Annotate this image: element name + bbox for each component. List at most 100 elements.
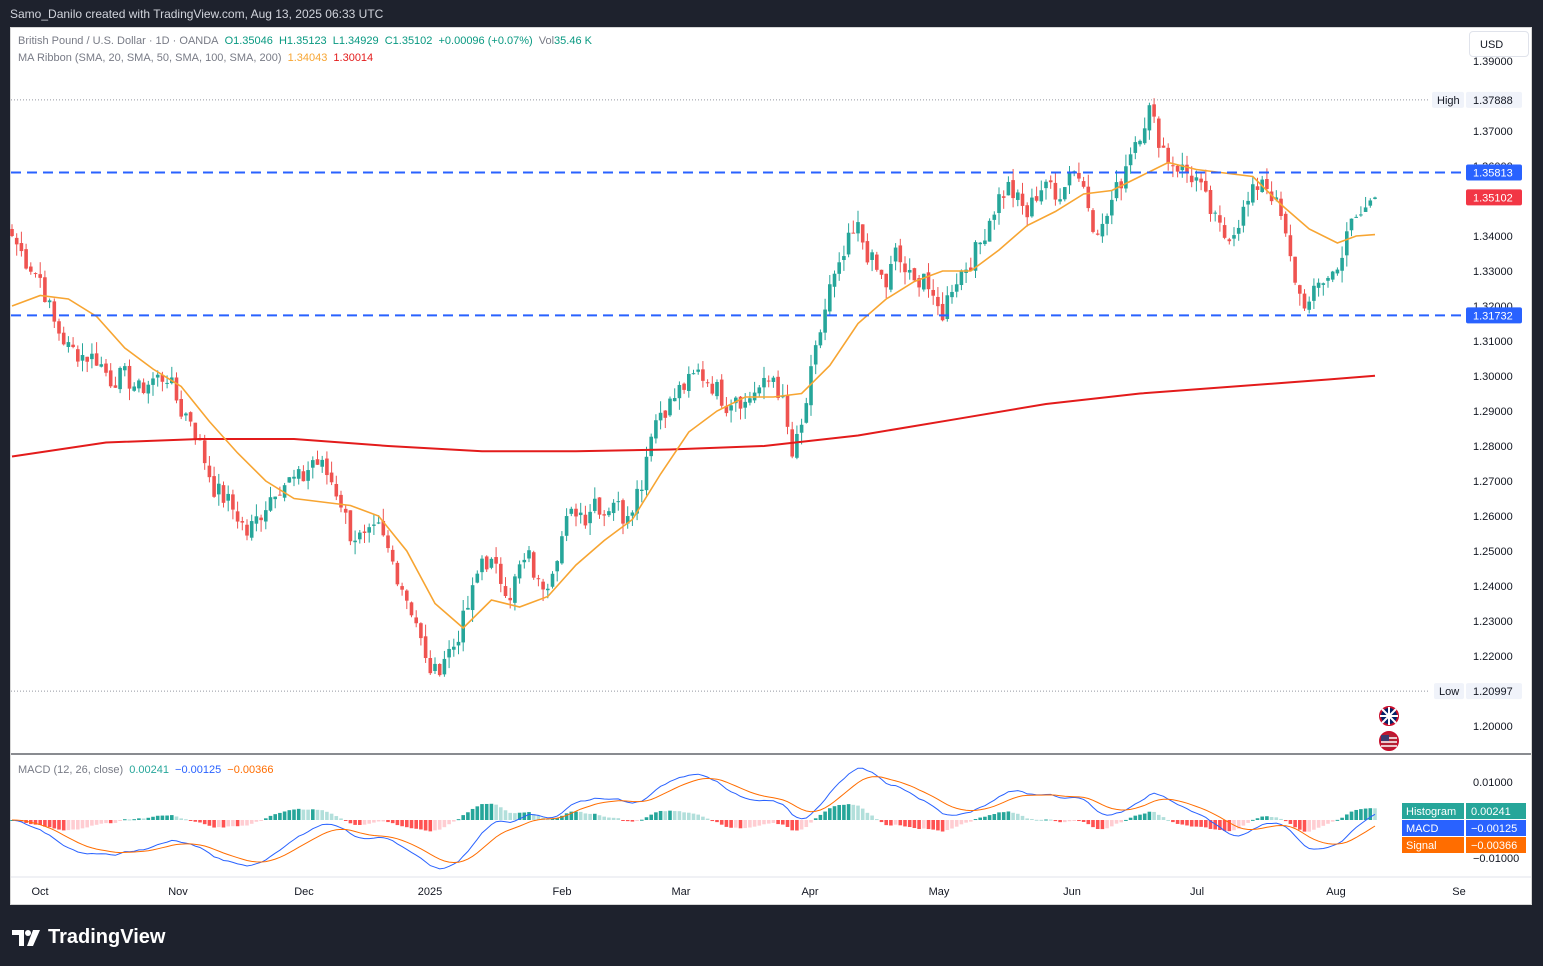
macd-histogram-bar	[362, 820, 367, 825]
candle-body	[907, 269, 912, 273]
macd-histogram-bar	[1063, 820, 1067, 823]
candle-body	[1227, 239, 1232, 242]
macd-histogram-bar	[90, 820, 94, 826]
macd-histogram-bar	[1180, 820, 1185, 825]
candle-body	[560, 536, 564, 564]
macd-histogram-bar	[193, 820, 198, 822]
candle-body	[1138, 140, 1142, 145]
macd-histogram-bar	[442, 820, 447, 828]
candle-body	[80, 355, 85, 361]
candle-body	[146, 384, 151, 394]
macd-histogram-bar	[531, 814, 536, 820]
macd-histogram-bar	[254, 820, 259, 822]
candle-body	[1241, 206, 1246, 226]
price-tick-label: 1.37000	[1473, 126, 1513, 138]
time-tick-label: 2025	[418, 886, 442, 898]
candle-body	[527, 550, 531, 559]
macd-histogram-bar	[611, 817, 616, 820]
candle-body	[997, 194, 1001, 214]
candle-body	[367, 527, 371, 533]
macd-histogram-bar	[268, 815, 273, 820]
candle-body	[202, 440, 207, 464]
histogram-label: Histogram	[1406, 806, 1456, 818]
candle-body	[1044, 181, 1048, 189]
candle-body	[1114, 182, 1119, 199]
macd-histogram-bar	[588, 813, 592, 820]
macd-value-bg	[1466, 820, 1526, 836]
candle-body	[1302, 293, 1307, 309]
macd-histogram-bar	[104, 820, 108, 824]
candle-body	[1246, 200, 1250, 205]
candle-body	[151, 378, 155, 385]
candle-body	[480, 558, 484, 573]
candle-body	[1095, 233, 1100, 235]
macd-histogram-bar	[301, 809, 306, 820]
candle-body	[1030, 197, 1034, 217]
candle-body	[536, 578, 541, 580]
candle-body	[123, 366, 127, 371]
macd-histogram-bar	[701, 816, 705, 820]
candle-body	[1368, 200, 1373, 206]
macd-histogram-bar	[1260, 816, 1264, 820]
candle-body	[1373, 197, 1377, 199]
macd-histogram-bar	[734, 820, 738, 828]
candle-body	[922, 273, 926, 290]
candle-body	[405, 590, 409, 601]
macd-histogram-bar	[306, 809, 310, 820]
macd-histogram-bar	[141, 818, 146, 820]
candle-body	[24, 249, 28, 269]
candle-body	[1053, 182, 1058, 200]
candle-body	[1251, 184, 1255, 203]
macd-histogram-bar	[43, 820, 47, 827]
macd-histogram-bar	[954, 820, 959, 827]
macd-histogram-bar	[85, 820, 89, 828]
macd-histogram-bar	[118, 820, 122, 821]
candle-body	[917, 278, 921, 288]
tradingview-logo[interactable]: TradingView	[12, 926, 165, 949]
macd-histogram-bar	[480, 804, 484, 820]
candle-body	[691, 373, 696, 375]
histogram-label-bg	[1402, 803, 1464, 819]
candle-body	[541, 581, 545, 590]
macd-histogram-bar	[292, 809, 296, 820]
macd-histogram-bar	[1091, 820, 1095, 828]
close-value: C1.35102	[384, 35, 433, 47]
candle-body	[1316, 282, 1321, 288]
macd-histogram-bar	[409, 820, 414, 829]
candle-body	[818, 332, 823, 346]
candle-body	[757, 387, 762, 394]
macd-histogram-bar	[127, 819, 132, 821]
macd-histogram-bar	[1152, 811, 1156, 820]
macd-histogram-bar	[630, 820, 635, 822]
macd-histogram-bar	[893, 820, 898, 825]
candle-body	[1345, 231, 1349, 256]
time-tick-label: Nov	[168, 886, 188, 898]
macd-histogram-bar	[249, 820, 254, 824]
macd-histogram-bar	[221, 820, 226, 828]
macd-histogram-bar	[649, 814, 653, 820]
macd-histogram-bar	[1345, 814, 1349, 820]
macd-histogram-bar	[781, 820, 785, 825]
candle-body	[231, 494, 235, 510]
candle-body	[578, 512, 583, 516]
price-tick-label: 1.31000	[1473, 336, 1513, 348]
macd-histogram-bar	[851, 804, 856, 820]
currency-button[interactable]: USD	[1469, 31, 1529, 57]
candle-body	[1208, 190, 1213, 214]
macd-histogram-bar	[635, 820, 639, 821]
macd-histogram-bar	[226, 820, 230, 827]
macd-histogram-bar	[884, 820, 888, 826]
candle-body	[682, 383, 686, 390]
candle-body	[823, 309, 827, 333]
macd-histogram-bar	[752, 820, 757, 827]
macd-histogram-bar	[889, 820, 893, 826]
macd-histogram-bar	[381, 820, 386, 822]
candle-body	[644, 456, 649, 491]
time-tick-label: Feb	[553, 886, 572, 898]
candle-body	[1218, 215, 1222, 223]
candle-body	[348, 510, 353, 542]
macd-histogram-bar	[809, 820, 813, 823]
macd-histogram-bar	[329, 813, 334, 820]
price-tick-label: 1.24000	[1473, 581, 1513, 593]
